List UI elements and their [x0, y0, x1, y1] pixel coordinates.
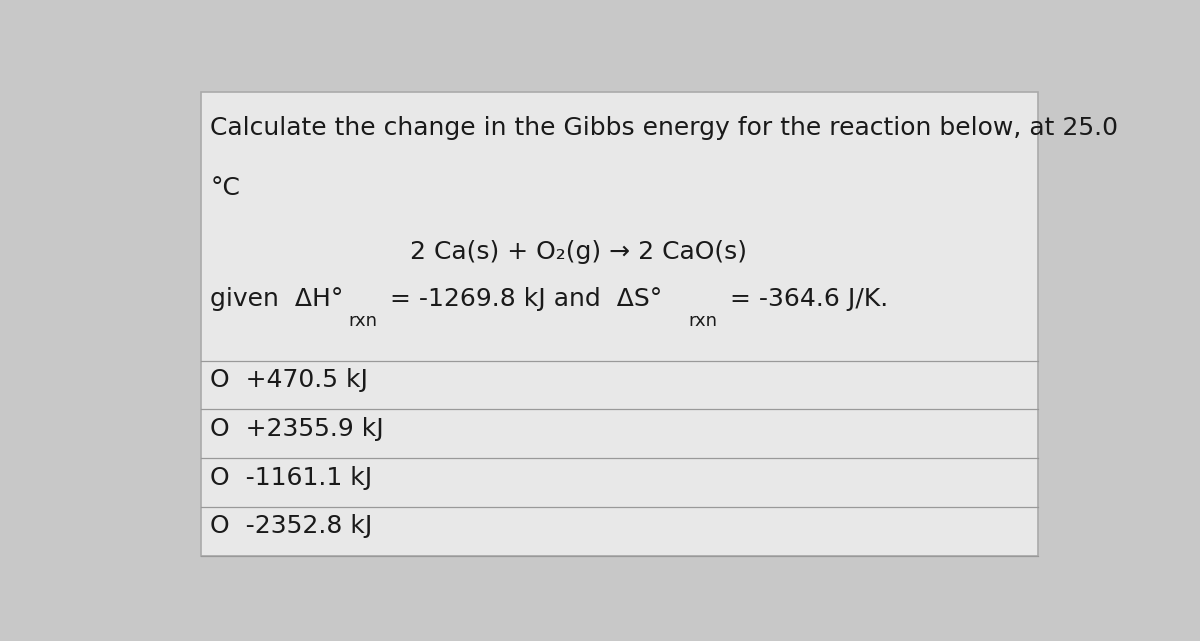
Text: O  +470.5 kJ: O +470.5 kJ	[210, 368, 368, 392]
Text: Calculate the change in the Gibbs energy for the reaction below, at 25.0: Calculate the change in the Gibbs energy…	[210, 117, 1118, 140]
FancyBboxPatch shape	[202, 92, 1038, 556]
Text: rxn: rxn	[689, 312, 718, 330]
Text: O  +2355.9 kJ: O +2355.9 kJ	[210, 417, 384, 441]
Text: O  -2352.8 kJ: O -2352.8 kJ	[210, 514, 373, 538]
Text: rxn: rxn	[348, 312, 377, 330]
Text: O  -1161.1 kJ: O -1161.1 kJ	[210, 465, 373, 490]
Text: = -364.6 J/K.: = -364.6 J/K.	[722, 287, 888, 312]
Text: = -1269.8 kJ and  ΔS°: = -1269.8 kJ and ΔS°	[382, 287, 662, 312]
Text: °C: °C	[210, 176, 240, 199]
Text: 2 Ca(s) + O₂(g) → 2 CaO(s): 2 Ca(s) + O₂(g) → 2 CaO(s)	[410, 240, 748, 264]
Text: given  ΔH°: given ΔH°	[210, 287, 344, 312]
